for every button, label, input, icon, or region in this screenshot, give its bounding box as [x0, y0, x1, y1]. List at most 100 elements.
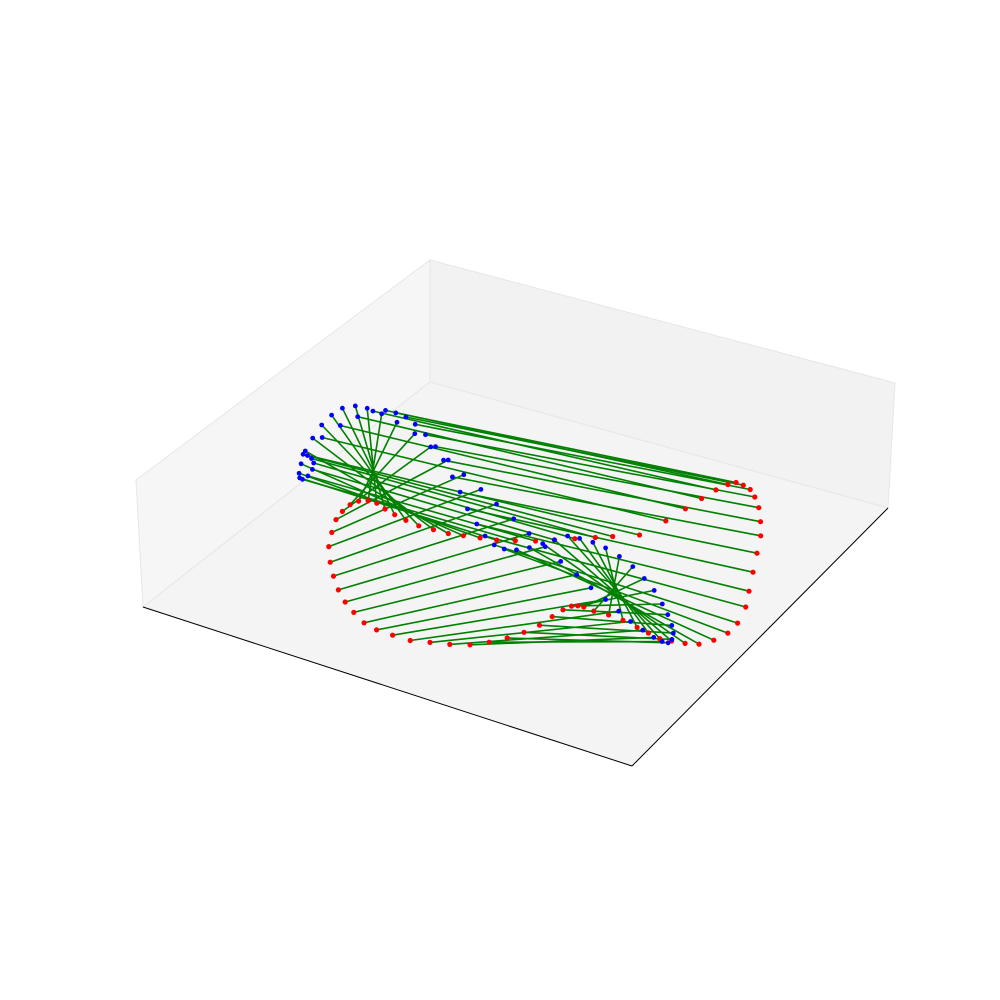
target-point [669, 623, 675, 628]
connection-segment [410, 610, 619, 642]
source-point [333, 517, 339, 523]
source-point [682, 640, 688, 647]
source-point [560, 607, 566, 613]
source-point [568, 603, 575, 609]
connection-segment [307, 454, 613, 538]
target-point [588, 585, 594, 591]
source-point [536, 622, 543, 628]
source-point [713, 487, 719, 493]
source-point [467, 642, 473, 648]
source-point [592, 534, 598, 541]
target-point [340, 405, 345, 411]
target-point [590, 539, 596, 545]
connection-segment [571, 603, 663, 607]
target-point [319, 422, 325, 428]
target-point [665, 612, 671, 618]
connection-segment [469, 636, 654, 646]
source-point [645, 630, 652, 636]
target-point [379, 411, 385, 417]
connection-segment [312, 468, 555, 541]
source-point [365, 498, 371, 504]
source-point [390, 632, 396, 638]
source-point [735, 620, 741, 626]
target-point [526, 531, 532, 536]
source-point [754, 550, 760, 556]
connection-segment [429, 620, 631, 644]
target-point [300, 476, 305, 482]
target-point [494, 501, 499, 507]
target-point [412, 431, 418, 437]
target-point [370, 408, 376, 414]
target-point [565, 533, 570, 539]
connection-segment [539, 624, 674, 634]
target-point [574, 572, 579, 577]
target-point [670, 630, 676, 636]
source-point [351, 609, 357, 616]
source-point [427, 639, 433, 646]
source-point [682, 506, 689, 512]
source-point [581, 604, 587, 610]
connection-segment [425, 433, 755, 498]
connection-segment [372, 410, 717, 491]
source-point [591, 608, 597, 614]
target-point [355, 414, 361, 420]
target-point [641, 576, 647, 581]
target-point [445, 457, 451, 463]
source-point [329, 529, 335, 536]
source-point [750, 569, 756, 575]
source-point [430, 527, 437, 533]
source-point [532, 538, 539, 544]
target-point [296, 470, 302, 476]
source-point [746, 588, 752, 594]
target-point [491, 542, 497, 548]
source-point [374, 627, 380, 633]
source-point [756, 505, 762, 511]
target-point [403, 414, 409, 420]
target-point [393, 410, 399, 416]
target-point [527, 545, 532, 550]
target-point [651, 635, 657, 640]
connection-segment [349, 433, 416, 506]
target-point [640, 627, 646, 633]
connection-segment [302, 478, 516, 542]
source-point [382, 506, 388, 512]
source-point [512, 538, 518, 544]
target-point [423, 432, 428, 438]
target-point [309, 456, 314, 461]
source-point [477, 535, 483, 541]
source-point [758, 533, 764, 539]
target-point [482, 533, 488, 539]
target-points [296, 403, 676, 646]
connection-segment [593, 566, 634, 612]
target-point [603, 545, 608, 551]
target-point [651, 588, 657, 593]
source-point [361, 620, 367, 626]
source-point [494, 537, 500, 543]
source-point [572, 536, 578, 542]
source-point [636, 532, 643, 538]
target-point [659, 639, 665, 644]
connection-segment [459, 491, 758, 554]
source-point [725, 630, 731, 636]
connection-segment [489, 640, 663, 644]
source-point [725, 481, 731, 488]
connection-segment [353, 560, 561, 614]
source-point [504, 635, 510, 641]
target-point [514, 547, 519, 553]
connection-segment [300, 463, 464, 537]
connection-segment [357, 421, 398, 502]
connection-segment [577, 589, 655, 607]
source-point [620, 617, 626, 624]
connection-segment [405, 416, 744, 486]
target-point [352, 403, 358, 409]
source-point [606, 612, 612, 618]
source-point [733, 479, 739, 486]
connection-segment [449, 629, 643, 646]
source-point [699, 495, 705, 502]
target-point [461, 472, 467, 478]
connection-segment [357, 415, 702, 500]
connection-segment [395, 412, 737, 484]
connection-segment [304, 450, 449, 535]
source-point [711, 637, 717, 643]
